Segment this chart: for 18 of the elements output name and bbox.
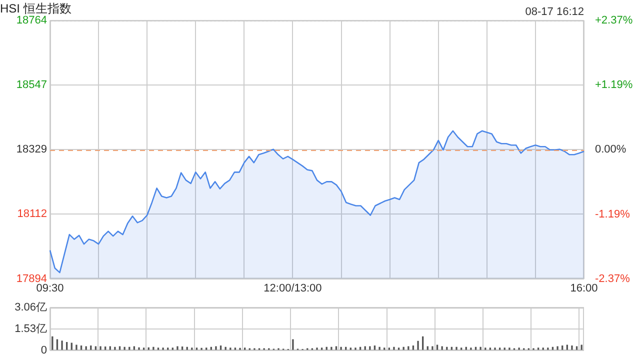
y2-tick-label: -1.19% [595, 208, 630, 221]
x-tick-label: 09:30 [36, 282, 64, 294]
y-tick-label: 0 [40, 344, 47, 356]
y-tick-label: 3.06亿 [14, 302, 47, 314]
x-tick-label: 12:00/13:00 [264, 282, 322, 294]
y-tick-label: 18764 [16, 14, 47, 26]
y-tick-label: 18329 [16, 144, 47, 156]
chart-title: HSI 恒生指数 [0, 2, 72, 16]
y-tick-label: 18112 [17, 208, 47, 220]
text: 08-17 16:12 [525, 6, 584, 18]
y2-tick-label: +2.37% [595, 14, 633, 26]
y-tick-label: 17894 [16, 272, 47, 285]
y2-tick-label: 0.00% [595, 144, 626, 156]
x-tick-label: 16:00 [570, 282, 598, 294]
y2-tick-label: -2.37% [595, 272, 630, 285]
y2-tick-label: +1.19% [595, 78, 633, 91]
y-tick-label: 1.53亿 [14, 323, 47, 336]
y-tick-label: 18547 [16, 78, 47, 91]
